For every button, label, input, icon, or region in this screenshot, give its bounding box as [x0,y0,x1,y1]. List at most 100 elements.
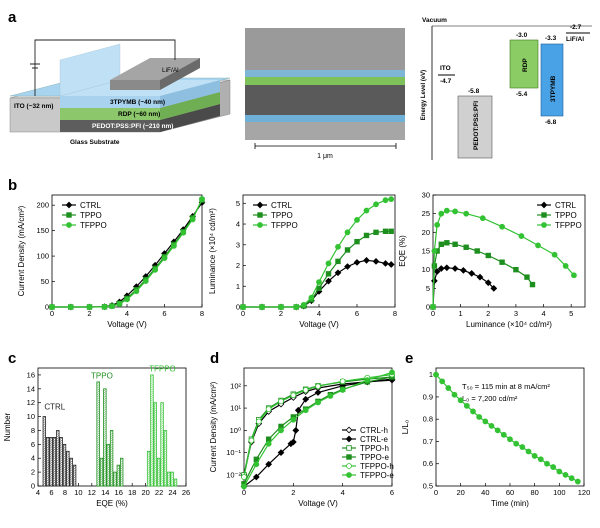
bar-hatch [63,459,66,462]
legend-marker [257,212,263,218]
bar-hatch [43,476,46,479]
bar-hatch [154,444,157,447]
bar-hatch [46,437,49,440]
data-point [199,196,205,202]
bar-hatch [110,472,113,475]
bar-hatch [117,476,120,479]
y-tick-label: 8 [31,426,35,435]
data-point [161,255,168,262]
bar-hatch [150,482,154,485]
bar-hatch [56,448,59,451]
bar-hatch [161,411,164,414]
bar-hatch [157,471,160,474]
bar-hatch [73,467,76,470]
y-tick-label: 5 [426,284,430,293]
bar-hatch [97,478,100,481]
data-point [518,233,525,239]
bar-hatch [154,416,157,419]
bar-hatch [53,455,56,458]
bar-hatch [161,402,164,405]
bar-hatch [107,464,110,467]
bar-hatch [73,478,76,481]
bar-hatch [43,467,46,470]
bar-hatch [150,416,154,419]
bar-hatch [110,430,113,433]
bar-hatch [117,480,120,483]
histogram-bar [167,471,171,487]
bar-hatch [107,484,110,487]
bar-hatch [56,474,59,477]
bar-hatch [110,439,113,442]
legend-marker [346,454,352,460]
bar-hatch [174,479,177,482]
data-point [388,196,395,203]
bar-hatch [103,446,106,449]
bar-hatch [150,432,154,435]
bar-hatch [103,402,106,405]
bar-hatch [60,468,63,471]
bar-hatch [43,434,46,437]
bar-hatch [107,446,110,449]
bar-hatch [110,435,113,438]
label-lif: LiF/Al [162,67,179,74]
histogram-bar [170,471,174,487]
bar-hatch [164,468,167,471]
bar-hatch [43,430,46,432]
bar-hatch [100,471,103,474]
tpymb-side [160,80,220,108]
bar-hatch [46,450,49,453]
chart-single-carrier: 0 2 4 6 10⁻² 10⁻¹ 10⁰ 10¹ 10² Voltage (V) Current … [209,367,396,508]
bar-hatch [120,462,123,465]
bar-hatch [43,436,46,439]
bar-hatch [56,479,59,482]
data-point [507,436,513,443]
bar-hatch [161,442,164,445]
bar-hatch [43,460,46,463]
bar-hatch [73,474,76,477]
bar-hatch [103,408,106,411]
data-point [293,304,300,310]
bar-hatch [157,460,160,463]
bar-hatch [103,455,106,458]
bar-hatch [150,421,154,424]
bar-hatch [46,464,49,466]
bar-hatch [161,468,164,471]
bar-hatch [100,478,103,481]
data-point [433,268,441,275]
bar-hatch [53,466,56,469]
bar-hatch [97,397,100,400]
histogram-bar [103,388,107,487]
bar-hatch [154,429,157,432]
bar-hatch [150,449,154,452]
bar-hatch [100,480,103,483]
data-point [133,288,140,295]
bar-hatch [43,432,46,435]
bar-hatch [56,441,59,444]
bar-hatch [110,470,113,473]
data-point [189,216,196,223]
x-tick-label: 8 [200,309,204,318]
data-point [325,277,332,285]
bar-hatch [150,445,154,448]
bar-hatch [154,455,157,458]
bar-hatch [43,441,46,443]
y-tick-label: 2 [31,468,35,477]
bar-hatch [70,469,73,472]
x-tick-label: 100 [553,488,566,497]
y-tick-label: 0 [45,303,49,312]
x-tick-label: 10 [74,488,82,497]
bar-hatch [150,390,154,393]
bar-hatch [103,428,106,431]
data-point [252,473,260,481]
svg-text:-2.7: -2.7 [570,24,582,31]
pedot-front [60,120,160,132]
data-point [482,418,489,425]
svg-text:-6.8: -6.8 [545,119,557,126]
bar-hatch [150,408,154,411]
bar-hatch [66,466,69,469]
bar-hatch [46,461,49,464]
data-point [373,229,379,236]
bar-hatch [46,483,49,486]
bar-hatch [147,466,150,469]
bar-hatch [167,481,170,484]
